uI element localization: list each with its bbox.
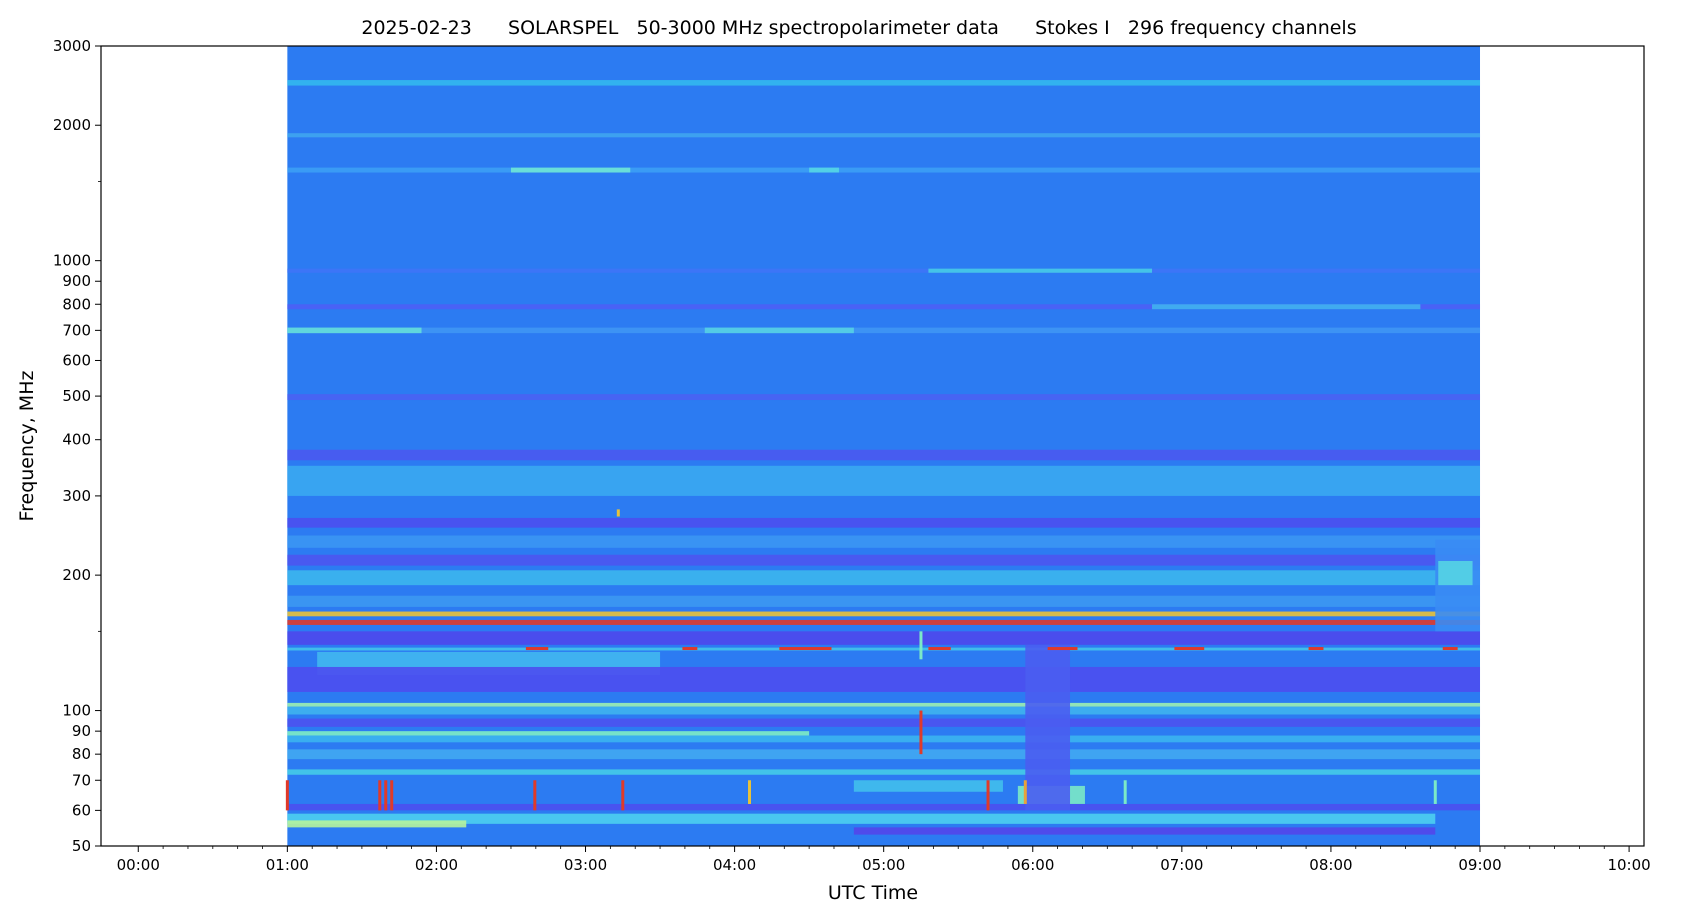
x-tick-label: 09:00 — [1458, 856, 1501, 874]
y-tick-label: 2000 — [53, 116, 91, 134]
spectrum-burst — [919, 710, 923, 755]
spectrum-band — [287, 535, 1481, 548]
spectrum-hotspot — [779, 647, 832, 651]
spectrum-band — [809, 167, 839, 173]
spectrum-band — [287, 647, 1481, 651]
y-tick-label: 900 — [62, 272, 91, 290]
spectrum-band — [287, 820, 467, 828]
spectrum-burst — [621, 780, 625, 811]
spectrum-band — [287, 394, 1481, 401]
spectrum-band — [287, 813, 1436, 824]
spectrum-band — [287, 554, 1481, 566]
x-tick-label: 07:00 — [1160, 856, 1203, 874]
spectrum-burst — [986, 780, 990, 811]
spectrum-burst — [748, 780, 752, 804]
y-tick-label: 800 — [62, 295, 91, 313]
x-tick-label: 06:00 — [1011, 856, 1054, 874]
spectrum-band — [853, 827, 1436, 835]
x-tick-label: 03:00 — [564, 856, 607, 874]
spectrum-band — [287, 133, 1481, 138]
spectrum-burst — [390, 780, 394, 811]
spectrum-hotspot — [525, 647, 549, 651]
y-tick-label: 100 — [62, 702, 91, 720]
spectrum-hotspot — [1047, 647, 1078, 651]
x-tick-label: 05:00 — [862, 856, 905, 874]
spectrum-hotspot — [1308, 647, 1324, 651]
y-tick-label: 500 — [62, 387, 91, 405]
spectrum-burst — [378, 780, 382, 811]
spectrum-band — [287, 718, 1481, 727]
y-tick-label: 50 — [72, 837, 91, 855]
spectrum-burst — [1023, 780, 1027, 804]
spectrum-band — [287, 167, 1481, 173]
x-tick-label: 00:00 — [117, 856, 160, 874]
spectrum-band — [287, 80, 1481, 86]
spectrum-band — [287, 706, 1481, 715]
x-axis-title: UTC Time — [828, 882, 918, 904]
spectrum-band — [287, 749, 1481, 760]
y-tick-label: 60 — [72, 801, 91, 819]
y-axis-title: Frequency, MHz — [16, 371, 38, 522]
y-tick-label: 80 — [72, 745, 91, 763]
y-tick-label: 200 — [62, 566, 91, 584]
chart-title: 2025-02-23 SOLARSPEL 50-3000 MHz spectro… — [361, 17, 1356, 39]
spectrum-band — [853, 780, 1003, 792]
spectrum-band — [287, 327, 422, 334]
y-tick-label: 1000 — [53, 252, 91, 270]
spectrum-burst — [1433, 780, 1437, 804]
spectrum-band — [928, 268, 1153, 273]
spectrum-band — [287, 570, 1481, 586]
spectrum-band — [1435, 539, 1481, 632]
spectrum-band — [287, 731, 810, 736]
spectrum-band — [510, 167, 631, 173]
spectrum-band — [1152, 304, 1421, 310]
y-axis: 50 60 70 80 90 100 200 300 400 500 600 700 800 900 100… — [53, 37, 101, 855]
spectrum-band — [287, 327, 1481, 334]
x-tick-label: 01:00 — [266, 856, 309, 874]
spectrum-band — [287, 517, 1481, 528]
spectrum-burst — [616, 509, 620, 517]
spectrum-band — [287, 769, 1481, 775]
y-tick-label: 700 — [62, 321, 91, 339]
spectrum-band — [287, 803, 1481, 811]
x-tick-label: 02:00 — [415, 856, 458, 874]
spectrum-band — [287, 702, 1481, 707]
spectrum-band — [704, 327, 854, 334]
spectrum-band — [287, 735, 1481, 743]
spectrum-band — [1025, 644, 1071, 811]
spectrum-hotspot — [682, 647, 698, 651]
spectrogram-image — [285, 46, 1481, 846]
spectrum-band — [287, 465, 1481, 496]
spectrum-band — [287, 631, 1481, 645]
y-tick-label: 600 — [62, 351, 91, 369]
y-tick-label: 400 — [62, 431, 91, 449]
y-tick-label: 90 — [72, 722, 91, 740]
y-tick-label: 70 — [72, 771, 91, 789]
spectrum-band — [287, 666, 1481, 692]
spectrum-burst — [285, 780, 289, 811]
y-tick-label: 3000 — [53, 37, 91, 55]
spectrum-band — [287, 449, 1481, 461]
x-tick-label: 08:00 — [1309, 856, 1352, 874]
spectrum-band — [287, 595, 1481, 607]
spectrum-burst — [533, 780, 537, 811]
x-axis: 00:00 01:00 02:00 03:00 04:00 05:00 06:00 07:00… — [117, 846, 1651, 874]
x-tick-label: 04:00 — [713, 856, 756, 874]
y-tick-label: 300 — [62, 487, 91, 505]
spectrum-band — [287, 611, 1481, 617]
spectrum-burst — [919, 631, 923, 660]
spectrum-hotspot — [1442, 647, 1458, 651]
spectrum-band — [1438, 560, 1473, 586]
spectrum-burst — [384, 780, 388, 811]
spectrum-hotspot — [1174, 647, 1205, 651]
spectrum-band — [287, 268, 1481, 273]
spectrum-band — [287, 619, 1481, 625]
spectrum-band — [287, 304, 1481, 310]
x-tick-label: 10:00 — [1607, 856, 1650, 874]
spectrum-burst — [1123, 780, 1127, 804]
spectrum-hotspot — [928, 647, 951, 651]
plot-frame — [100, 45, 1645, 847]
